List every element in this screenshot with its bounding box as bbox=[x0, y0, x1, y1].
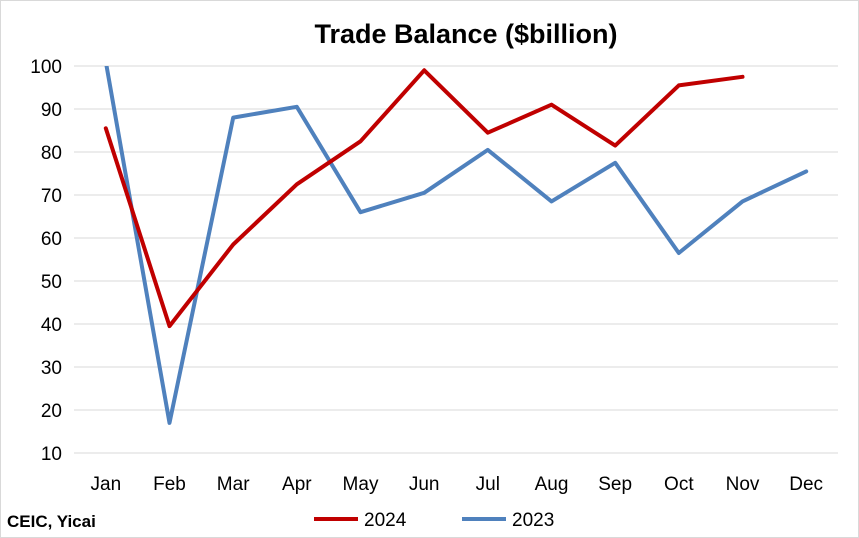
y-tick-label: 30 bbox=[41, 358, 62, 379]
x-tick-label-jan: Jan bbox=[91, 474, 122, 495]
y-tick-label: 40 bbox=[41, 315, 62, 336]
x-tick-label-dec: Dec bbox=[789, 474, 823, 495]
x-tick-label-mar: Mar bbox=[217, 474, 250, 495]
x-tick-label-apr: Apr bbox=[282, 474, 312, 495]
y-tick-label: 60 bbox=[41, 229, 62, 250]
x-tick-label-may: May bbox=[343, 474, 379, 495]
y-tick-label: 10 bbox=[41, 444, 62, 465]
legend: 2024 2023 bbox=[314, 510, 554, 531]
y-axis: 10 20 30 40 50 60 70 80 90 100 bbox=[30, 57, 62, 465]
x-tick-label-feb: Feb bbox=[153, 474, 186, 495]
y-tick-label: 80 bbox=[41, 143, 62, 164]
y-tick-label: 90 bbox=[41, 100, 62, 121]
series-line-2024 bbox=[103, 68, 745, 329]
x-tick-label-nov: Nov bbox=[726, 474, 760, 495]
x-tick-label-oct: Oct bbox=[664, 474, 694, 495]
series-line-2023 bbox=[104, 66, 809, 425]
x-tick-label-jul: Jul bbox=[476, 474, 500, 495]
x-tick-label-sep: Sep bbox=[598, 474, 632, 495]
gridlines bbox=[74, 65, 838, 454]
chart-title: Trade Balance ($billion) bbox=[314, 19, 617, 49]
x-tick-label-aug: Aug bbox=[535, 474, 569, 495]
legend-label-2024: 2024 bbox=[364, 510, 407, 531]
y-tick-label: 100 bbox=[30, 57, 62, 78]
x-tick-label-jun: Jun bbox=[409, 474, 440, 495]
series-lines bbox=[103, 66, 809, 425]
y-tick-label: 50 bbox=[41, 272, 62, 293]
source-label: CEIC, Yicai bbox=[7, 512, 96, 531]
y-tick-label: 20 bbox=[41, 401, 62, 422]
y-tick-label: 70 bbox=[41, 186, 62, 207]
x-axis: Jan Feb Mar Apr May Jun Jul Aug Sep Oct Nov Dec bbox=[91, 474, 824, 495]
legend-label-2023: 2023 bbox=[512, 510, 554, 531]
